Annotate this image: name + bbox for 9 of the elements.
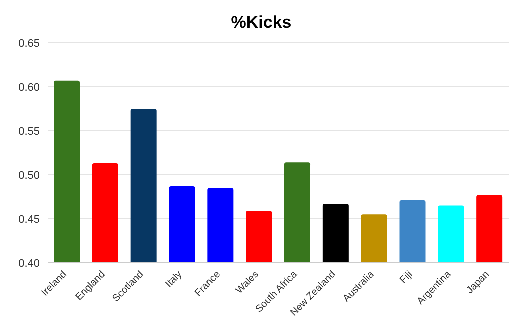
x-tick-label: Fiji: [398, 269, 416, 286]
y-tick-label: 0.40: [18, 258, 40, 270]
y-tick-label: 0.60: [18, 82, 40, 94]
y-tick-label: 0.55: [18, 126, 40, 138]
x-tick-label: Italy: [164, 269, 185, 290]
y-tick-label: 0.65: [18, 38, 40, 50]
chart-title: %Kicks: [230, 12, 293, 34]
y-tick-label: 0.50: [18, 170, 40, 182]
y-tick-label: 0.45: [18, 214, 40, 226]
